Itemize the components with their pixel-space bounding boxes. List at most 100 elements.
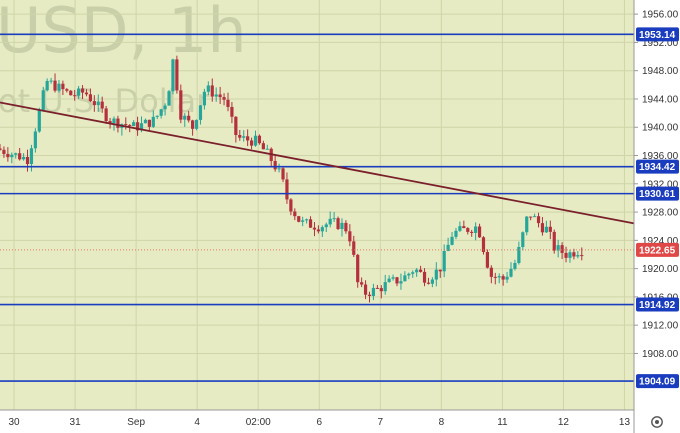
candle	[124, 117, 128, 130]
candle	[548, 220, 552, 240]
candle	[210, 78, 214, 102]
candle	[308, 216, 313, 228]
candle	[493, 272, 497, 285]
trendline[interactable]	[0, 101, 635, 225]
gear-icon[interactable]	[651, 416, 663, 428]
candle	[238, 129, 242, 141]
candle	[18, 148, 22, 161]
candle	[536, 212, 541, 228]
candle	[33, 128, 37, 153]
candle	[474, 222, 478, 241]
candle	[332, 211, 336, 223]
level-price-badge[interactable]: 1914.92	[636, 297, 679, 312]
candle	[324, 222, 328, 233]
candle	[336, 216, 340, 231]
candle	[532, 213, 537, 218]
candle	[253, 130, 258, 147]
candle	[230, 102, 234, 124]
price-axis[interactable]	[634, 0, 680, 433]
candle	[104, 105, 108, 124]
time-tick-label: 31	[70, 417, 82, 428]
candle	[509, 262, 513, 278]
time-tick-label: 11	[497, 417, 508, 428]
candle	[312, 222, 317, 237]
candle	[301, 216, 305, 227]
candle	[257, 134, 262, 145]
level-price-badge[interactable]: 1934.42	[636, 159, 679, 174]
price-badge-label: 1934.42	[639, 162, 676, 173]
price-tick-label: 1932.00	[642, 179, 679, 190]
candle	[407, 272, 411, 280]
candle	[403, 271, 407, 282]
candle	[462, 220, 466, 229]
price-tick-label: 1924.00	[642, 236, 679, 247]
candle	[2, 146, 6, 158]
horizontal-levels	[0, 33, 634, 382]
candle	[552, 229, 556, 254]
candle	[289, 198, 293, 216]
level-price-badge[interactable]: 1953.14	[636, 27, 679, 42]
candle	[281, 166, 285, 183]
candle	[206, 81, 210, 96]
price-tick-label: 1920.00	[642, 264, 679, 275]
candle	[438, 269, 442, 278]
current-price-badge[interactable]: 1922.65	[636, 242, 679, 257]
candle	[379, 285, 383, 299]
candle	[328, 211, 332, 228]
price-tick-label: 1908.00	[642, 349, 679, 360]
candle	[418, 265, 423, 273]
candle	[41, 86, 45, 112]
candle	[356, 253, 360, 288]
time-axis[interactable]	[0, 410, 634, 433]
candle	[226, 92, 230, 112]
candle	[371, 283, 376, 301]
candle	[167, 89, 171, 106]
candle	[25, 149, 30, 172]
candle	[529, 216, 533, 221]
candle	[218, 86, 222, 104]
candle	[159, 108, 163, 119]
level-price-badge[interactable]: 1904.09	[636, 374, 679, 389]
price-badge-label: 1904.09	[639, 377, 676, 388]
candle	[387, 275, 391, 283]
candle	[411, 270, 415, 278]
candle	[375, 284, 379, 289]
candle	[505, 271, 509, 283]
time-tick-label: 02:00	[246, 417, 271, 428]
price-tick-label: 1912.00	[642, 321, 679, 332]
candle	[517, 241, 521, 265]
level-price-badge[interactable]: 1930.61	[636, 186, 679, 201]
candle	[297, 215, 301, 223]
candle	[415, 267, 419, 277]
candle	[249, 137, 254, 150]
candle	[395, 276, 399, 287]
candle	[430, 277, 434, 288]
time-tick-label: 7	[378, 417, 384, 428]
candle	[187, 110, 191, 123]
candle	[470, 229, 474, 237]
plot-area[interactable]	[0, 0, 634, 410]
candle	[352, 235, 356, 258]
candle	[234, 116, 238, 143]
candle	[277, 163, 281, 173]
candle	[367, 291, 372, 303]
candle	[10, 152, 14, 164]
candle	[501, 274, 505, 286]
candlestick-series	[0, 55, 584, 303]
candle	[285, 172, 289, 204]
candle	[57, 80, 61, 93]
trendline-layer	[0, 101, 635, 225]
candle	[147, 119, 151, 132]
candle	[214, 87, 218, 102]
candle	[0, 144, 2, 151]
candle	[340, 218, 344, 237]
price-tick-label: 1944.00	[642, 94, 679, 105]
candle	[450, 232, 454, 246]
candle	[497, 273, 501, 284]
price-badge-label: 1922.65	[639, 245, 676, 256]
candle	[422, 268, 427, 287]
candle	[383, 274, 387, 295]
candle	[525, 216, 529, 236]
